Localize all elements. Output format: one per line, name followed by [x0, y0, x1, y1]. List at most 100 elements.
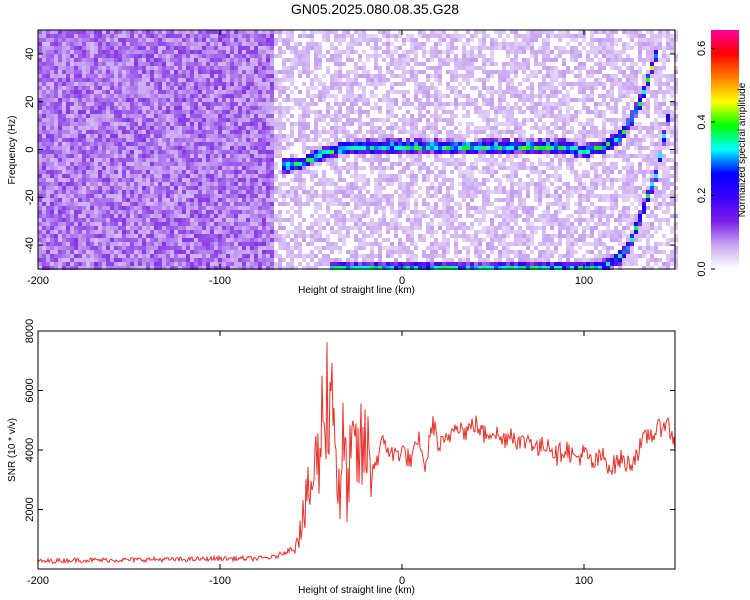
spectrogram-cell [106, 146, 110, 150]
spectrogram-cell [210, 182, 214, 186]
spectrogram-cell [270, 42, 274, 46]
spectrogram-cell [346, 182, 350, 186]
spectrogram-cell [166, 38, 170, 42]
spectrogram-cell [278, 126, 282, 130]
spectrogram-cell [118, 162, 122, 166]
spectrogram-cell [174, 266, 178, 270]
spectrogram-cell [142, 222, 146, 226]
spectrogram-cell [282, 194, 286, 198]
spectrogram-cell [138, 166, 142, 170]
spectrogram-cell [306, 42, 310, 46]
spectrogram-cell [354, 134, 358, 138]
spectrogram-cell [318, 142, 322, 146]
spectrogram-cell [194, 54, 198, 58]
spectrogram-cell [222, 130, 226, 134]
spectrogram-cell [98, 86, 102, 90]
spectrogram-cell [250, 198, 254, 202]
spectrogram-cell [266, 170, 270, 174]
spectrogram-cell [202, 250, 206, 254]
spectrogram-cell [358, 246, 362, 250]
spectrogram-cell [278, 150, 282, 154]
spectrogram-cell [98, 214, 102, 218]
spectrogram-cell [390, 218, 394, 222]
spectrogram-cell [178, 42, 182, 46]
spectrogram-cell [230, 106, 234, 110]
spectrogram-cell [182, 154, 186, 158]
spectrogram-cell [234, 90, 238, 94]
spectrogram-cell [194, 206, 198, 210]
spectrogram-cell [246, 74, 250, 78]
spectrogram-cell [142, 202, 146, 206]
spectrogram-cell [106, 58, 110, 62]
spectrogram-cell [130, 258, 134, 262]
spectrogram-cell [142, 70, 146, 74]
spectrogram-cell [290, 46, 294, 50]
spectrogram-cell [414, 150, 418, 154]
spectrogram-cell [286, 46, 290, 50]
spectrogram-cell [66, 98, 70, 102]
spectrogram-cell [214, 258, 218, 262]
spectrogram-cell [258, 42, 262, 46]
spectrogram-cell [98, 250, 102, 254]
spectrogram-cell [186, 58, 190, 62]
spectrogram-cell [62, 118, 66, 122]
spectrogram-cell [414, 94, 418, 98]
spectrogram-cell [310, 154, 314, 158]
spectrogram-cell [234, 234, 238, 238]
spectrogram-cell [66, 42, 70, 46]
spectrogram-cell [286, 134, 290, 138]
spectrogram-cell [38, 246, 42, 250]
spectrogram-cell [286, 146, 290, 150]
spectrogram-cell [166, 266, 170, 270]
spectrogram-cell [230, 162, 234, 166]
spectrogram-cell [198, 230, 202, 234]
spectrogram-cell [230, 222, 234, 226]
spectrogram-cell [70, 94, 74, 98]
spectrogram-cell [238, 158, 242, 162]
spectrogram-cell [38, 234, 42, 238]
spectrogram-cell [154, 90, 158, 94]
spectrogram-cell [182, 222, 186, 226]
spectrogram-cell [322, 126, 326, 130]
spectrogram-cell [42, 90, 46, 94]
spectrogram-cell [370, 218, 374, 222]
spectrogram-cell [58, 242, 62, 246]
spectrogram-cell [346, 190, 350, 194]
spectrogram-cell [82, 30, 86, 34]
spectrogram-cell [86, 70, 90, 74]
spectrogram-cell [314, 30, 318, 34]
spectrogram-cell [194, 46, 198, 50]
spectrogram-cell [170, 86, 174, 90]
spectrogram-cell [182, 210, 186, 214]
spectrogram-cell [206, 230, 210, 234]
spectrogram-cell [266, 142, 270, 146]
spectrogram-cell [102, 246, 106, 250]
spectrogram-cell [54, 150, 58, 154]
spectrogram-cell [110, 98, 114, 102]
spectrogram-cell [382, 30, 386, 34]
spectrogram-cell [366, 242, 370, 246]
spectrogram-cell [382, 82, 386, 86]
spectrogram-cell [98, 110, 102, 114]
spectrogram-cell [218, 130, 222, 134]
spectrogram-cell [390, 102, 394, 106]
spectrogram-cell [102, 94, 106, 98]
spectrogram-cell [62, 238, 66, 242]
spectrogram-cell [194, 242, 198, 246]
spectrogram-cell [54, 158, 58, 162]
spectrogram-cell [242, 170, 246, 174]
spectrogram-cell [86, 118, 90, 122]
spectrogram-cell [206, 138, 210, 142]
spectrogram-cell [222, 230, 226, 234]
spectrogram-cell [102, 214, 106, 218]
spectrogram-cell [266, 110, 270, 114]
spectrogram-cell [294, 246, 298, 250]
spectrogram-cell [362, 134, 366, 138]
spectrogram-cell [186, 30, 190, 34]
spectrogram-cell [154, 266, 158, 270]
spectrogram-cell [282, 182, 286, 186]
spectrogram-cell [306, 50, 310, 54]
spectrogram-cell [278, 110, 282, 114]
spectrogram-cell [38, 54, 42, 58]
spectrogram-cell [394, 34, 398, 38]
